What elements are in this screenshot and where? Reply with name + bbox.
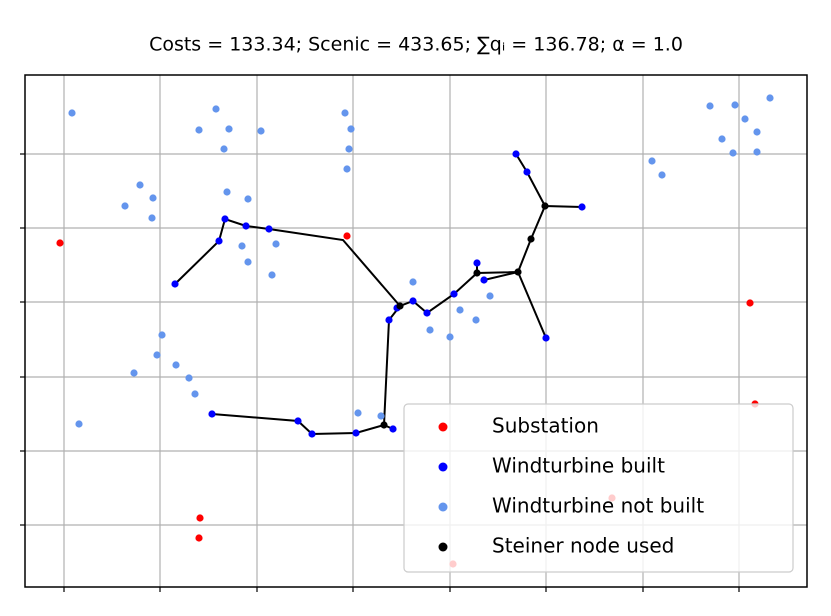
point	[456, 306, 464, 314]
point	[658, 171, 666, 179]
point	[347, 125, 355, 133]
point	[472, 316, 480, 324]
point	[223, 188, 231, 196]
point	[244, 258, 252, 266]
point	[731, 101, 739, 109]
legend-marker	[438, 502, 448, 512]
point	[753, 128, 761, 136]
legend-label: Steiner node used	[492, 534, 674, 558]
point	[578, 203, 586, 211]
point	[486, 292, 494, 300]
point	[242, 222, 250, 230]
point	[341, 109, 349, 117]
point	[480, 276, 488, 284]
point	[148, 214, 156, 222]
point	[523, 168, 531, 176]
point	[208, 410, 216, 418]
legend-marker	[438, 462, 448, 472]
point	[171, 280, 179, 288]
edges	[174, 153, 583, 436]
point	[196, 514, 204, 522]
point	[185, 374, 193, 382]
point	[212, 105, 220, 113]
point	[195, 534, 203, 542]
point	[215, 237, 223, 245]
point	[473, 269, 481, 277]
point	[268, 271, 276, 279]
point	[354, 409, 362, 417]
point	[746, 299, 754, 307]
point	[753, 148, 761, 156]
point	[225, 125, 233, 133]
point	[172, 361, 180, 369]
legend-marker	[438, 542, 448, 552]
legend-label: Substation	[492, 414, 599, 438]
point	[450, 290, 458, 298]
point	[343, 232, 351, 240]
point	[766, 94, 774, 102]
point	[343, 165, 351, 173]
point	[153, 351, 161, 359]
point	[158, 331, 166, 339]
point	[149, 194, 157, 202]
point	[409, 278, 417, 286]
point	[68, 109, 76, 117]
point	[238, 242, 246, 250]
legend-box	[403, 403, 794, 573]
point	[191, 390, 199, 398]
point	[221, 215, 229, 223]
point	[409, 297, 417, 305]
point	[706, 102, 714, 110]
point	[473, 259, 481, 267]
point	[514, 268, 522, 276]
point	[75, 420, 83, 428]
point	[265, 225, 273, 233]
legend-label: Windturbine not built	[492, 494, 704, 518]
point	[56, 239, 64, 247]
point	[718, 135, 726, 143]
point	[377, 412, 385, 420]
point	[308, 430, 316, 438]
point	[121, 202, 129, 210]
point	[136, 181, 144, 189]
point	[130, 369, 138, 377]
point	[385, 316, 393, 324]
point	[294, 417, 302, 425]
point	[257, 127, 265, 135]
point	[352, 429, 360, 437]
point	[426, 326, 434, 334]
legend-label: Windturbine built	[492, 454, 665, 478]
point	[396, 302, 404, 310]
plot-frame	[24, 74, 808, 588]
point	[244, 195, 252, 203]
point	[195, 126, 203, 134]
point	[423, 309, 431, 317]
point	[389, 425, 397, 433]
point	[220, 145, 228, 153]
point	[741, 115, 749, 123]
point	[729, 149, 737, 157]
chart-title: Costs = 133.34; Scenic = 433.65; ∑qᵢ = 1…	[149, 34, 683, 56]
point	[446, 333, 454, 341]
point	[541, 202, 549, 210]
point	[648, 157, 656, 165]
point	[542, 334, 550, 342]
point	[380, 421, 388, 429]
point	[512, 150, 520, 158]
point	[527, 235, 535, 243]
legend-marker	[438, 422, 448, 432]
point	[272, 240, 280, 248]
point	[345, 145, 353, 153]
